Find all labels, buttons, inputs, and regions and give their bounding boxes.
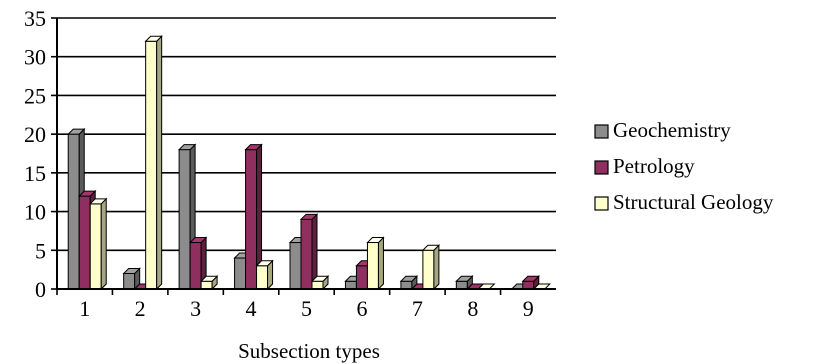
bar	[455, 275, 474, 291]
legend-label: Petrology	[613, 154, 695, 178]
x-tick-label: 9	[523, 296, 534, 321]
bar	[255, 259, 274, 291]
y-tick-label: 35	[24, 6, 46, 31]
bar	[199, 275, 219, 291]
y-tick-label: 10	[24, 200, 46, 225]
bar-front	[67, 133, 80, 290]
bar-front	[355, 265, 368, 290]
legend: Geochemistry Petrology Structural Geology	[594, 118, 774, 214]
bar-front	[178, 149, 191, 290]
bar-front	[123, 273, 136, 290]
x-tick-label: 6	[356, 296, 367, 321]
bar-top	[144, 35, 163, 42]
bar	[521, 275, 540, 291]
bar-top	[122, 268, 141, 275]
bar-top	[177, 144, 197, 151]
y-tick-label: 20	[24, 122, 46, 147]
bar-front	[234, 257, 247, 290]
bar-top	[310, 275, 330, 282]
bar-top	[255, 260, 274, 267]
bar	[421, 244, 441, 291]
y-tick-label: 30	[24, 45, 46, 70]
bar	[89, 197, 108, 291]
bar-front	[344, 280, 357, 290]
bar-front	[400, 280, 413, 290]
bar-top	[521, 275, 540, 282]
bar-top	[455, 275, 474, 282]
x-tick-label: 5	[301, 296, 312, 321]
bar-front	[145, 40, 158, 290]
bar-top	[89, 198, 108, 205]
x-tick-label: 4	[246, 296, 257, 321]
x-tick-label: 7	[412, 296, 423, 321]
y-tick-label: 25	[24, 83, 46, 108]
legend-label: Geochemistry	[613, 118, 731, 142]
bar-top	[67, 128, 86, 135]
bar-top	[244, 144, 263, 151]
bar-top	[78, 190, 97, 197]
bar-side	[433, 244, 440, 291]
bar-side	[377, 236, 384, 291]
gridlines	[57, 17, 556, 290]
bar-front	[289, 242, 302, 290]
x-tick-labels: 1 2 3 4 5 6 7 8 9	[56, 289, 534, 321]
x-axis-title: Subsection types	[238, 339, 380, 363]
axes	[56, 18, 556, 290]
bar-front	[245, 149, 258, 290]
bar-front	[256, 265, 269, 290]
y-tick-label: 15	[24, 161, 46, 186]
bar-front	[300, 218, 313, 290]
bar-front	[78, 195, 91, 290]
x-tick-label: 1	[79, 296, 90, 321]
bar-front	[422, 249, 435, 290]
bar-top	[421, 244, 441, 251]
bar-front	[89, 203, 102, 290]
y-tick-label: 5	[35, 238, 46, 263]
bar	[366, 236, 385, 291]
y-tick-labels: 0 5 10 15 20 25 30 35	[24, 6, 57, 302]
bar-side	[100, 197, 107, 291]
x-tick-label: 8	[467, 296, 478, 321]
bar	[144, 35, 163, 291]
bar-front	[455, 280, 468, 290]
bar	[299, 213, 319, 291]
bar-front	[522, 280, 535, 290]
x-tick-label: 2	[135, 296, 146, 321]
legend-label: Structural Geology	[613, 190, 774, 214]
bar	[310, 275, 330, 291]
bar-front	[200, 280, 213, 290]
y-tick-label: 0	[35, 277, 46, 302]
bar-top	[199, 275, 219, 282]
x-tick-label: 3	[190, 296, 201, 321]
legend-swatch	[594, 160, 609, 175]
legend-swatch	[594, 124, 609, 139]
bar-top	[299, 213, 319, 220]
bar-top	[399, 275, 419, 282]
bar-side	[156, 35, 163, 291]
bar-front	[311, 280, 324, 290]
bar-front	[189, 242, 202, 290]
legend-swatch	[594, 196, 609, 211]
bar-front	[366, 242, 379, 290]
bar-top	[366, 237, 385, 244]
bar-top	[188, 237, 208, 244]
